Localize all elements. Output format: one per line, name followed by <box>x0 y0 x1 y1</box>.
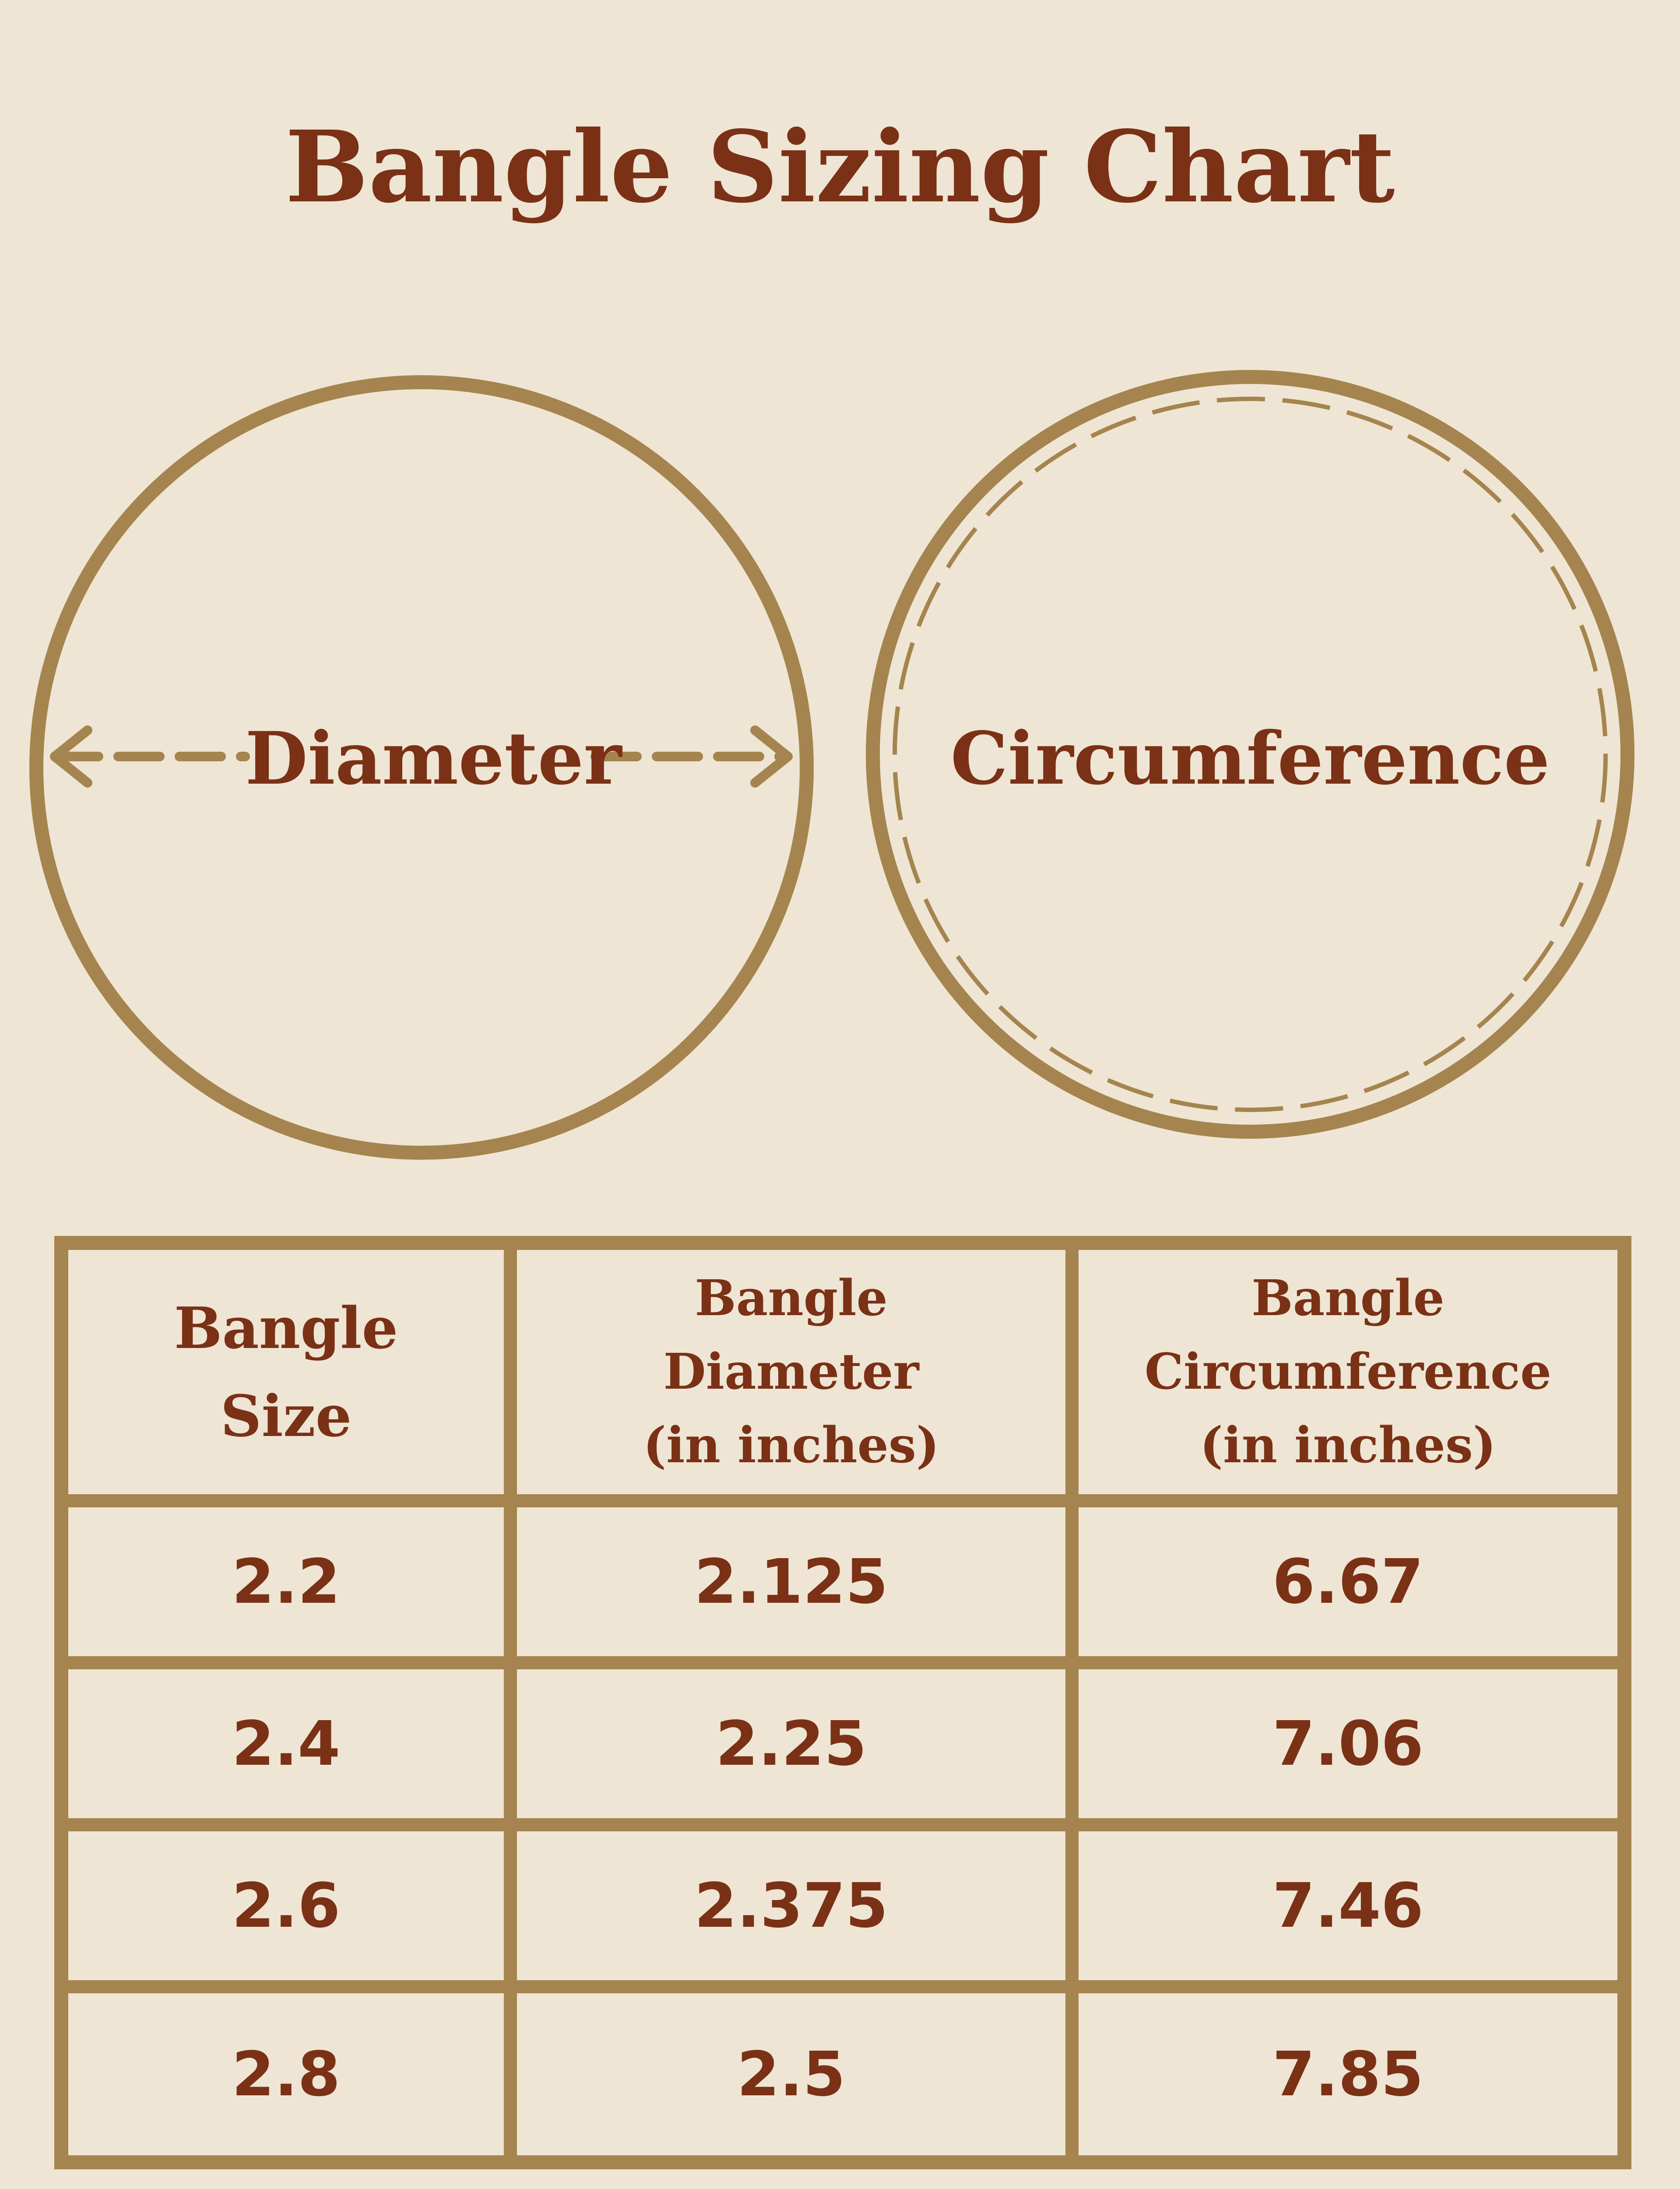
sizing-table: Bangle Size Bangle Diameter (in inches) Ban… <box>54 1236 1631 2169</box>
page-title: Bangle Sizing Chart <box>285 109 1395 225</box>
header-line: Bangle <box>695 1270 888 1327</box>
header-line: Bangle <box>174 1294 398 1362</box>
circle-diagrams <box>29 370 1634 1160</box>
header-line: Bangle <box>1251 1270 1445 1327</box>
cell-circumference: 7.85 <box>1272 2038 1424 2110</box>
cell-size: 2.2 <box>68 1507 517 1669</box>
cell-size: 2.8 <box>68 1993 517 2155</box>
header-line: (in inches) <box>643 1417 939 1474</box>
circumference-circle-dashed <box>893 397 1608 1112</box>
diameter-label: Diameter <box>245 716 622 801</box>
circumference-label: Circumference <box>950 716 1550 801</box>
diameter-arrow <box>50 725 793 788</box>
cell-diameter: 2.25 <box>517 1669 1079 1831</box>
header-diameter: Bangle Diameter (in inches) <box>517 1250 1079 1507</box>
cell-circumference: 7.06 <box>1079 1669 1617 1831</box>
cell-diameter: 2.125 <box>517 1507 1079 1669</box>
header-line: (in inches) <box>1200 1417 1496 1474</box>
diameter-circle <box>29 375 814 1160</box>
cell-diameter: 2.375 <box>517 1831 1079 1993</box>
header-line: Size <box>220 1383 352 1450</box>
cell-circumference: 6.67 <box>1079 1507 1617 1669</box>
circumference-circle-outer <box>866 370 1634 1139</box>
cell-size: 2.4 <box>68 1669 517 1831</box>
cell-diameter: 2.5 <box>517 1993 1079 2155</box>
cell-size: 2.6 <box>68 1831 517 1993</box>
header-line: Diameter <box>663 1343 919 1401</box>
header-circumference: Bangle Circumference (in inches) <box>1079 1250 1617 1507</box>
cell-circumference: 7.46 <box>1079 1831 1617 1993</box>
header-line: Circumference <box>1144 1343 1552 1401</box>
header-bangle-size: Bangle Size <box>68 1250 517 1507</box>
